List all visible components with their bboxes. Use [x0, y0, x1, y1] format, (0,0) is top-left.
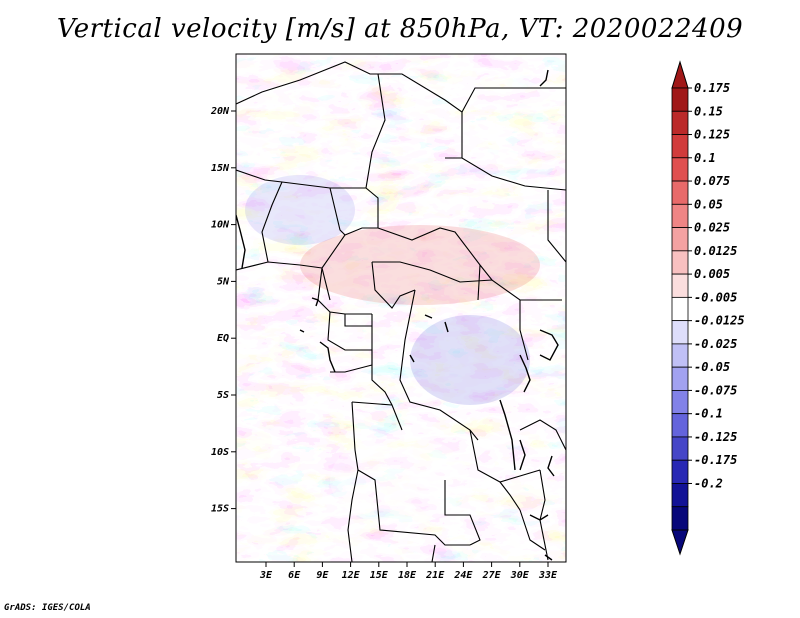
calm-south: [330, 435, 470, 525]
downdraft-area: [410, 315, 530, 405]
colorbar-bin: [671, 134, 689, 159]
colorbar-bin: [671, 413, 689, 438]
colorbar-label: -0.025: [694, 337, 737, 351]
colorbar-label: 0.125: [694, 128, 730, 142]
longitude-axis: 3E 6E 9E 12E 15E 18E 21E 24E 27E 30E 33E: [259, 562, 558, 581]
credit-label: GrADS: IGES/COLA: [4, 603, 91, 613]
colorbar-bin: [671, 250, 689, 275]
colorbar-label: -0.1: [694, 407, 723, 421]
velocity-field: [236, 54, 566, 562]
colorbar-label: -0.075: [694, 383, 737, 397]
colorbar-bin: [671, 459, 689, 484]
x-tick-label: 15E: [370, 570, 389, 581]
colorbar-label: 0.025: [694, 221, 730, 235]
y-tick-label: 20N: [210, 106, 230, 117]
colorbar-bin: [671, 180, 689, 205]
y-tick-label: 15S: [211, 504, 229, 515]
colorbar-label: 0.075: [694, 174, 730, 188]
y-tick-label: 5S: [217, 390, 229, 401]
colorbar-bin: [671, 390, 689, 415]
colorbar: 0.175 0.15 0.125 0.1 0.075 0.05 0.025 0.0125 0.0…: [671, 60, 745, 556]
y-tick-label: 5N: [217, 276, 230, 287]
colorbar-label: 0.05: [694, 197, 723, 211]
x-tick-label: 21E: [425, 570, 445, 581]
colorbar-label: 0.175: [694, 81, 730, 95]
colorbar-label: 0.005: [694, 267, 730, 281]
x-tick-label: 30E: [510, 570, 530, 581]
colorbar-bin: [671, 506, 689, 531]
y-tick-label: 10S: [211, 447, 229, 458]
colorbar-bottom-arrow: [671, 529, 689, 556]
colorbar-bin: [671, 273, 689, 298]
colorbar-label: -0.125: [694, 430, 737, 444]
downdraft-west: [245, 175, 355, 245]
colorbar-label: -0.2: [694, 476, 723, 490]
colorbar-bin: [671, 483, 689, 508]
y-tick-label: EQ: [217, 333, 229, 344]
colorbar-label: 0.1: [694, 151, 716, 165]
x-tick-label: 6E: [288, 570, 301, 581]
x-tick-label: 27E: [482, 570, 502, 581]
x-tick-label: 18E: [398, 570, 417, 581]
chart-title: Vertical velocity [m/s] at 850hPa, VT: 2…: [56, 14, 744, 44]
y-tick-label: 15N: [211, 163, 230, 174]
colorbar-label: -0.175: [694, 453, 737, 467]
colorbar-label: 0.0125: [694, 244, 737, 258]
x-tick-label: 24E: [453, 570, 473, 581]
colorbar-bin: [671, 110, 689, 135]
x-tick-label: 33E: [538, 570, 558, 581]
x-tick-label: 12E: [342, 570, 361, 581]
colorbar-label: 0.15: [694, 104, 723, 118]
colorbar-label: -0.005: [694, 290, 737, 304]
colorbar-label: -0.05: [694, 360, 730, 374]
x-tick-label: 3E: [259, 570, 273, 581]
updraft-band: [300, 225, 540, 305]
colorbar-bin: [671, 227, 689, 252]
colorbar-bin: [671, 87, 689, 112]
y-tick-label: 10N: [211, 220, 230, 231]
colorbar-top-arrow: [671, 60, 689, 89]
coastlines: [236, 69, 559, 561]
colorbar-bin: [671, 296, 689, 322]
colorbar-bin: [671, 436, 689, 461]
colorbar-bin: [671, 157, 689, 182]
country-borders: [236, 61, 566, 562]
colorbar-bin: [671, 366, 689, 391]
x-tick-label: 9E: [316, 570, 329, 581]
map-frame: [235, 53, 567, 563]
colorbar-label: -0.0125: [694, 314, 745, 328]
colorbar-bin: [671, 320, 689, 345]
colorbar-bin: [671, 203, 689, 228]
latitude-axis: 20N 15N 10N 5N EQ 5S 10S 15S: [210, 106, 236, 515]
colorbar-bin: [671, 343, 689, 368]
